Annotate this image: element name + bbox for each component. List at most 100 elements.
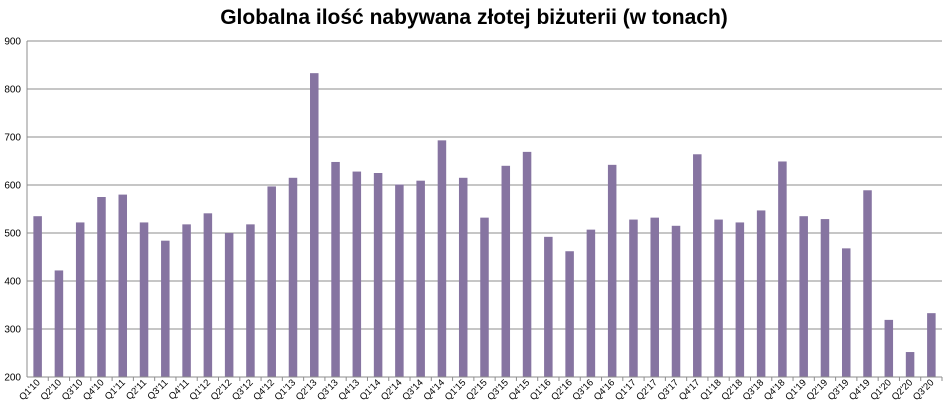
x-tick-label: Q2'17 [634, 377, 660, 403]
x-tick-label: Q4'15 [507, 377, 533, 403]
x-tick-label: Q4'10 [81, 377, 107, 403]
bar [75, 222, 85, 377]
bar [586, 229, 596, 377]
x-tick-label: Q3'10 [60, 377, 86, 403]
bar [182, 224, 191, 377]
y-tick-label: 400 [4, 277, 21, 288]
bar [352, 171, 362, 377]
bar [288, 177, 298, 377]
x-tick-label: Q3'11 [145, 377, 170, 402]
x-tick-label: Q1'18 [698, 377, 724, 403]
bar [565, 251, 574, 377]
x-tick-label: Q3'12 [230, 377, 256, 403]
x-tick-label: Q1'11 [103, 377, 128, 402]
bar [54, 270, 64, 377]
x-tick-label: Q2'18 [719, 377, 745, 403]
x-tick-label: Q1'20 [868, 377, 894, 403]
bar [735, 222, 745, 377]
x-tick-label: Q2'19 [805, 377, 831, 403]
x-tick-label: Q3'14 [400, 377, 426, 403]
bar [799, 216, 808, 377]
bar [139, 222, 149, 377]
bar [629, 219, 638, 377]
x-tick-label: Q3'19 [826, 377, 852, 403]
bar [267, 186, 276, 377]
bar [650, 217, 659, 377]
bar [203, 213, 213, 377]
x-tick-label: Q4'16 [592, 377, 618, 403]
bar [501, 165, 511, 377]
x-tick-label: Q3'18 [741, 377, 767, 403]
y-tick-label: 200 [4, 373, 21, 384]
bar [395, 184, 404, 377]
bar [331, 161, 340, 377]
x-tick-label: Q3'17 [656, 377, 682, 403]
x-tick-label: Q1'16 [528, 377, 554, 403]
bars [33, 73, 936, 377]
bar [607, 164, 617, 377]
x-tick-label: Q2'10 [39, 377, 65, 403]
bar [480, 217, 489, 377]
bar [714, 219, 723, 377]
x-tick-label: Q2'14 [379, 377, 405, 403]
bar [33, 216, 42, 377]
x-tick-label: Q4'11 [167, 377, 192, 402]
x-tick-label: Q1'14 [358, 377, 384, 403]
bar [863, 190, 872, 377]
bar [820, 219, 830, 377]
bar [778, 161, 787, 377]
x-tick-label: Q1'15 [443, 377, 469, 403]
bar [756, 210, 766, 377]
bar [310, 73, 319, 377]
x-tick-label: Q1'10 [17, 377, 43, 403]
x-tick-label: Q4'17 [677, 377, 703, 403]
y-tick-label: 800 [4, 85, 21, 96]
x-tick-label: Q1'17 [613, 377, 639, 403]
x-tick-label: Q2'16 [549, 377, 575, 403]
bar [544, 236, 553, 377]
x-tick-label: Q2'12 [209, 377, 235, 403]
x-tick-label: Q4'12 [251, 377, 277, 403]
x-tick-label: Q4'18 [762, 377, 788, 403]
bar [671, 225, 681, 377]
x-tick-label: Q3'15 [485, 377, 511, 403]
bar [97, 197, 106, 377]
x-tick-label: Q2'13 [294, 377, 320, 403]
bar [437, 140, 447, 377]
x-tick-labels: Q1'10Q2'10Q3'10Q4'10Q1'11Q2'11Q3'11Q4'11… [17, 377, 936, 403]
bar [224, 233, 234, 377]
bar [246, 224, 255, 377]
bar [458, 177, 468, 377]
bar [416, 180, 425, 377]
bar [927, 313, 936, 377]
axes [26, 41, 943, 381]
x-tick-label: Q2'20 [890, 377, 916, 403]
x-tick-label: Q2'15 [464, 377, 490, 403]
y-tick-labels: 200 300 400 500 600 700 800 900 [4, 37, 21, 384]
bar [693, 154, 702, 377]
x-tick-label: Q2'11 [124, 377, 149, 402]
y-tick-label: 600 [4, 181, 21, 192]
x-tick-label: Q3'20 [911, 377, 937, 403]
x-tick-label: Q1'12 [187, 377, 213, 403]
x-tick-label: Q1'13 [273, 377, 299, 403]
bar [841, 248, 851, 377]
x-tick-label: Q1'19 [783, 377, 809, 403]
bar [884, 319, 894, 377]
y-tick-label: 300 [4, 325, 21, 336]
x-tick-label: Q4'19 [847, 377, 873, 403]
x-tick-label: Q4'13 [336, 377, 362, 403]
chart-title: Globalna ilość nabywana złotej biżuterii… [220, 6, 728, 29]
bar [905, 352, 915, 377]
y-tick-label: 900 [4, 37, 21, 48]
y-tick-label: 700 [4, 133, 21, 144]
y-tick-label: 500 [4, 229, 21, 240]
x-tick-label: Q3'16 [571, 377, 597, 403]
bar [118, 194, 128, 377]
bar [522, 151, 532, 377]
bar [373, 173, 383, 377]
x-tick-label: Q3'13 [315, 377, 341, 403]
bar [161, 240, 170, 377]
